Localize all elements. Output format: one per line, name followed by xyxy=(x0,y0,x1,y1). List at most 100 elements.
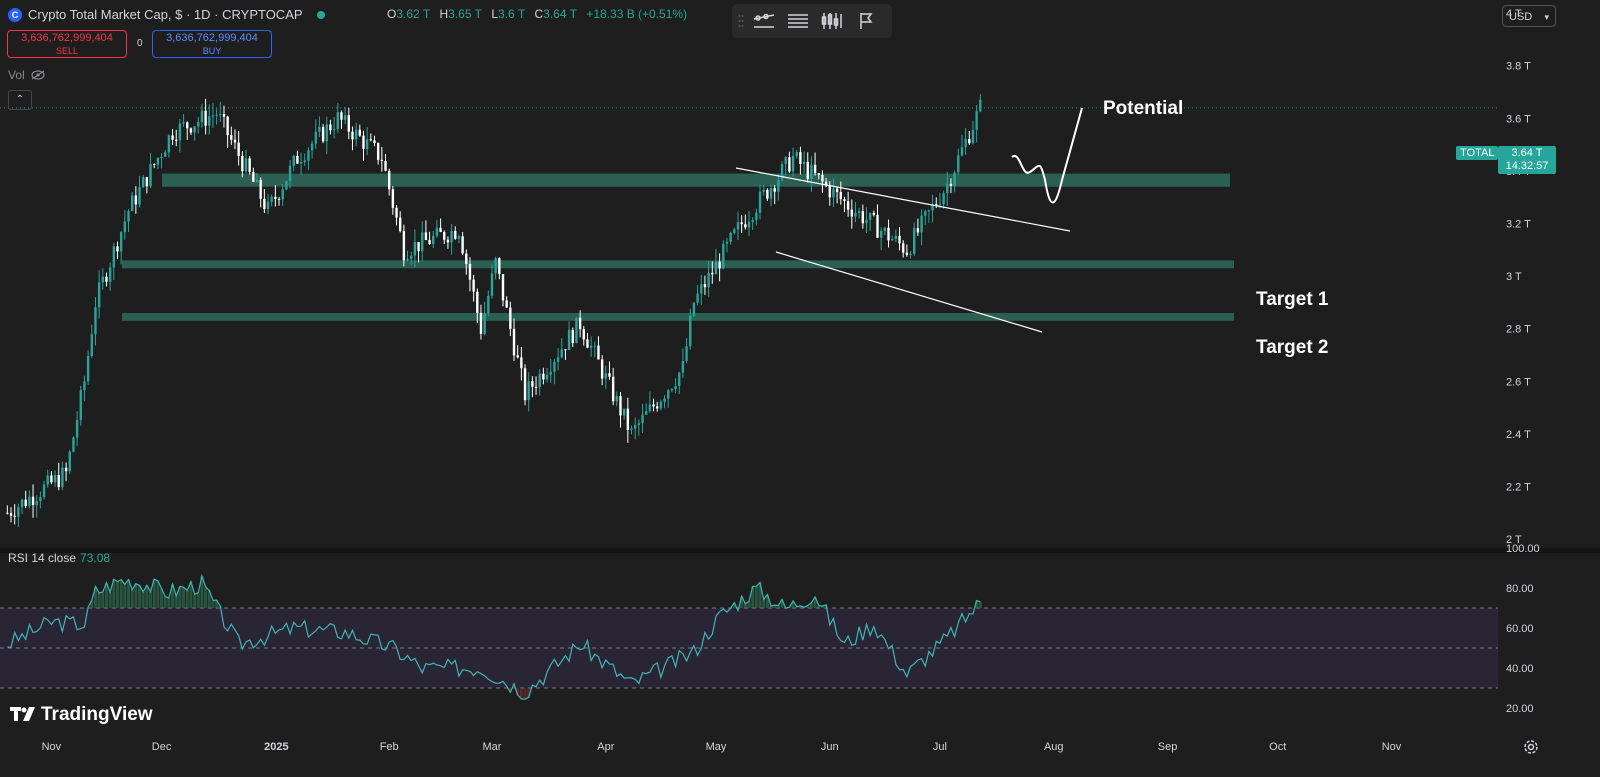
candle-body xyxy=(538,373,541,388)
lower-trendline[interactable] xyxy=(775,251,1043,333)
candle-body xyxy=(979,99,982,112)
trendline-tool-button[interactable] xyxy=(750,8,778,34)
candle-body xyxy=(523,368,527,401)
candle-body xyxy=(417,242,420,252)
candle-body xyxy=(83,381,86,391)
price-axis-label: 2 T xyxy=(1506,534,1522,546)
support-zone[interactable] xyxy=(162,173,1230,187)
candle-body xyxy=(960,147,964,156)
potential-path[interactable] xyxy=(1011,107,1083,204)
candle-body xyxy=(593,345,596,347)
currency-select[interactable]: USD ▾ xyxy=(1502,5,1556,27)
candle-body xyxy=(879,230,883,238)
flag-button[interactable] xyxy=(852,8,880,34)
candle-body xyxy=(336,112,339,130)
candle-body xyxy=(905,252,909,255)
volume-indicator[interactable]: Vol xyxy=(8,68,45,82)
candle-body xyxy=(637,423,641,425)
candle-body xyxy=(391,189,395,208)
drag-handle-icon[interactable] xyxy=(738,13,744,29)
gear-icon[interactable] xyxy=(1522,738,1540,756)
candle-body xyxy=(865,219,868,224)
time-axis-label: Aug xyxy=(1044,741,1064,753)
support-zone[interactable] xyxy=(122,312,1234,321)
candle-body xyxy=(435,227,439,236)
candle-body xyxy=(277,198,281,200)
candle-body xyxy=(534,386,538,388)
horizontal-lines-button[interactable] xyxy=(784,8,812,34)
upper-trendline[interactable] xyxy=(735,167,1071,232)
candles-icon xyxy=(821,13,842,29)
candle-body xyxy=(527,381,530,401)
bar-countdown: 14:32:57 xyxy=(1505,160,1549,172)
candle-body xyxy=(28,496,31,507)
candle-body xyxy=(766,189,769,199)
candle-body xyxy=(791,156,795,172)
candle-body xyxy=(230,135,233,140)
trendline-tool-icon xyxy=(753,13,775,28)
candle-body xyxy=(747,221,751,228)
candle-body xyxy=(913,228,916,254)
candle-body xyxy=(130,195,134,212)
rsi-axis-label: 100.00 xyxy=(1506,543,1540,555)
rsi-legend[interactable]: RSI 14 close 73.08 xyxy=(8,551,110,565)
candle-body xyxy=(696,293,699,303)
candle-body xyxy=(902,243,905,253)
price-pane[interactable] xyxy=(0,0,1530,548)
candle-body xyxy=(755,212,758,220)
annotation-potential[interactable]: Potential xyxy=(1103,98,1184,119)
candle-body xyxy=(314,131,317,144)
high-key: H xyxy=(439,7,449,21)
eye-hidden-icon[interactable] xyxy=(31,70,45,80)
candle-body xyxy=(35,501,38,506)
candle-body xyxy=(582,329,585,340)
candle-body xyxy=(553,361,556,372)
symbol-header[interactable]: C Crypto Total Market Cap, $ · 1D · CRYP… xyxy=(8,7,325,22)
candle-body xyxy=(432,235,435,245)
candle-body xyxy=(343,115,347,120)
candle-body xyxy=(810,164,813,180)
candle-body xyxy=(611,376,615,402)
candle-body xyxy=(780,164,784,180)
time-axis-label: 2025 xyxy=(264,741,288,753)
trend-drawings[interactable] xyxy=(735,107,1083,333)
candle-body xyxy=(678,372,681,387)
market-status-icon xyxy=(316,10,325,19)
ohlc-readout: O3.62 T H3.65 T L3.6 T C3.64 T +18.33 B … xyxy=(387,7,693,21)
candle-body xyxy=(406,258,409,261)
drawing-toolbar[interactable] xyxy=(732,4,892,38)
candle-body xyxy=(145,177,149,187)
support-zone[interactable] xyxy=(122,260,1234,269)
candle-body xyxy=(549,371,552,375)
buy-price: 3,636,762,999,404 xyxy=(166,32,258,44)
symbol-title[interactable]: Crypto Total Market Cap, $ · 1D · CRYPTO… xyxy=(28,7,303,22)
flag-icon xyxy=(860,13,873,29)
candle-body xyxy=(119,232,123,252)
candle-body xyxy=(729,232,732,242)
candle-body xyxy=(325,124,328,142)
candle-body xyxy=(600,359,604,379)
candle-body xyxy=(968,139,971,144)
candles-button[interactable] xyxy=(818,8,846,34)
candle-body xyxy=(182,122,185,124)
candle-body xyxy=(57,475,60,488)
candle-body xyxy=(178,123,182,141)
tradingview-logo[interactable]: TradingView xyxy=(10,704,153,726)
candle-body xyxy=(50,475,53,483)
candle-body xyxy=(329,124,332,131)
pane-separator[interactable] xyxy=(0,548,1600,553)
annotation-target-2[interactable]: Target 2 xyxy=(1256,337,1329,358)
candle-body xyxy=(935,204,938,206)
candle-body xyxy=(490,273,494,296)
candle-body xyxy=(821,174,824,182)
candle-body xyxy=(887,227,890,241)
candle-body xyxy=(758,191,762,213)
candle-body xyxy=(252,171,255,183)
buy-button[interactable]: 3,636,762,999,404 BUY xyxy=(152,30,272,58)
annotation-target-1[interactable]: Target 1 xyxy=(1256,289,1329,310)
collapse-legend-button[interactable]: ⌃ xyxy=(8,90,32,110)
candle-body xyxy=(578,317,582,330)
candle-body xyxy=(971,129,975,144)
sell-button[interactable]: 3,636,762,999,404 SELL xyxy=(7,30,127,58)
